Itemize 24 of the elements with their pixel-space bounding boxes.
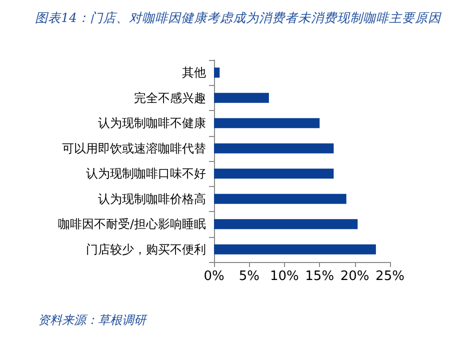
y-tick-label: 其他 bbox=[182, 66, 206, 80]
y-tick-label: 可以用即饮或速溶咖啡代替 bbox=[62, 141, 206, 156]
y-tick-label: 门店较少，购买不便利 bbox=[86, 242, 206, 256]
y-tick-label: 完全不感兴趣 bbox=[134, 90, 206, 105]
text: 资料来源：草根调研 bbox=[38, 313, 148, 327]
bar bbox=[214, 244, 376, 254]
bar bbox=[214, 168, 334, 179]
bar bbox=[214, 92, 269, 103]
x-tick-label: 25% bbox=[376, 269, 404, 284]
bar bbox=[214, 219, 358, 230]
x-tick-label: 20% bbox=[340, 269, 370, 284]
y-tick-label: 认为现制咖啡价格高 bbox=[98, 192, 206, 206]
y-tick-label: 咖啡因不耐受/担心影响睡眠 bbox=[58, 217, 206, 232]
x-tick-label: 0% bbox=[204, 269, 224, 284]
chart-title: 图表14：门店、对咖啡因健康考虑成为消费者未消费现制咖啡主要原因 bbox=[35, 10, 442, 25]
x-tick-label: 10% bbox=[270, 269, 299, 284]
y-tick-label: 认为现制咖啡口味不好 bbox=[86, 166, 206, 181]
bar bbox=[214, 118, 320, 128]
x-tick-label: 5% bbox=[238, 269, 260, 284]
x-tick-label: 15% bbox=[305, 269, 334, 284]
bar bbox=[214, 143, 334, 154]
y-tick-label: 认为现制咖啡不健康 bbox=[98, 116, 206, 130]
bar bbox=[214, 194, 346, 204]
bar bbox=[214, 68, 220, 78]
